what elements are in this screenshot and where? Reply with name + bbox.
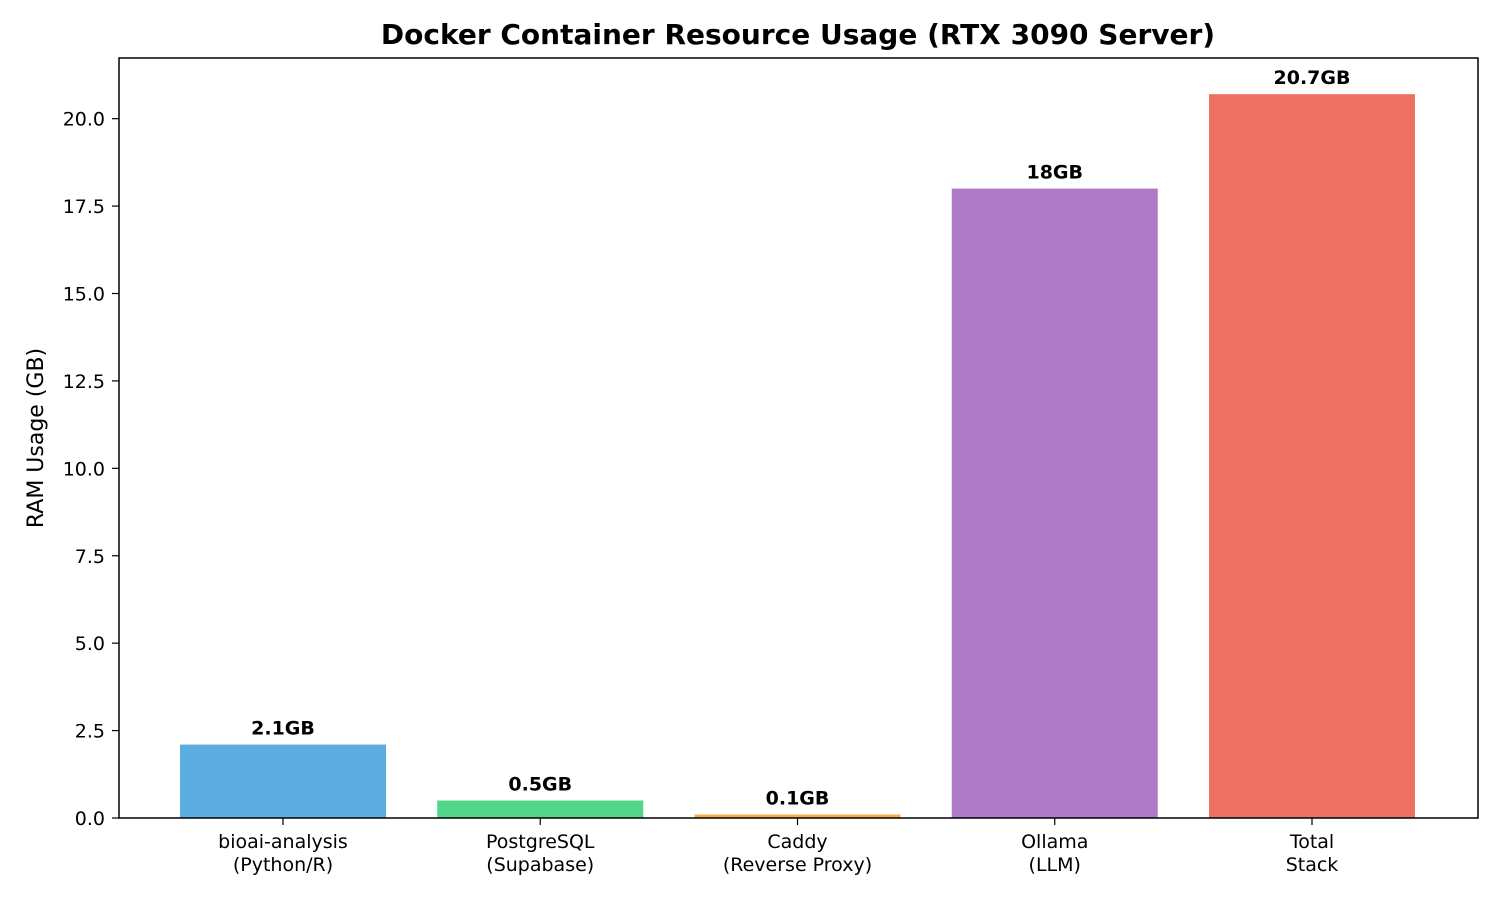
bar-3 [951,188,1158,819]
y-tick-label-1: 2.5 [75,721,105,743]
x-tick-label-1-0: PostgreSQL [486,831,595,853]
value-label-0: 2.1GB [251,718,315,740]
bar-0 [180,744,386,818]
x-tick-label-3-1: (LLM) [1029,854,1081,876]
y-tick-label-2: 5.0 [75,633,105,655]
y-tick-label-0: 0.0 [75,808,105,830]
x-tick-label-2-0: Caddy [767,831,827,853]
x-tick-label-3-0: Ollama [1021,831,1088,853]
bars-group [180,94,1415,819]
x-tick-label-4-1: Stack [1286,854,1339,876]
x-tick-label-2-1: (Reverse Proxy) [723,854,872,876]
value-labels-group: 2.1GB 0.5GB 0.1GB 18GB 20.7GB [251,67,1350,809]
chart-title: Docker Container Resource Usage (RTX 309… [381,18,1215,51]
value-label-2: 0.1GB [766,788,830,810]
y-tick-label-7: 17.5 [63,196,105,218]
value-label-1: 0.5GB [508,774,572,796]
bar-4 [1209,94,1415,818]
y-tick-label-3: 7.5 [75,546,105,568]
bar-2 [694,814,901,818]
y-tick-label-6: 15.0 [63,284,105,306]
x-tick-label-1-1: (Supabase) [486,854,594,876]
value-label-3: 18GB [1026,162,1083,184]
y-axis-ticks: 0.0 2.5 5.0 7.5 10.0 12.5 15.0 17.5 20.0 [63,109,119,830]
x-tick-label-0-1: (Python/R) [233,854,333,876]
x-tick-label-0-0: bioai-analysis [218,831,348,853]
y-tick-label-5: 12.5 [63,371,105,393]
value-label-4: 20.7GB [1274,67,1351,89]
x-axis-ticks: bioai-analysis(Python/R) PostgreSQL(Supab… [218,818,1338,876]
y-tick-label-4: 10.0 [63,458,105,480]
x-tick-label-4-0: Total [1289,831,1334,853]
y-tick-label-8: 20.0 [63,109,105,131]
bar-1 [437,800,644,818]
y-axis-label: RAM Usage (GB) [24,348,49,528]
plot-frame [118,57,1479,819]
